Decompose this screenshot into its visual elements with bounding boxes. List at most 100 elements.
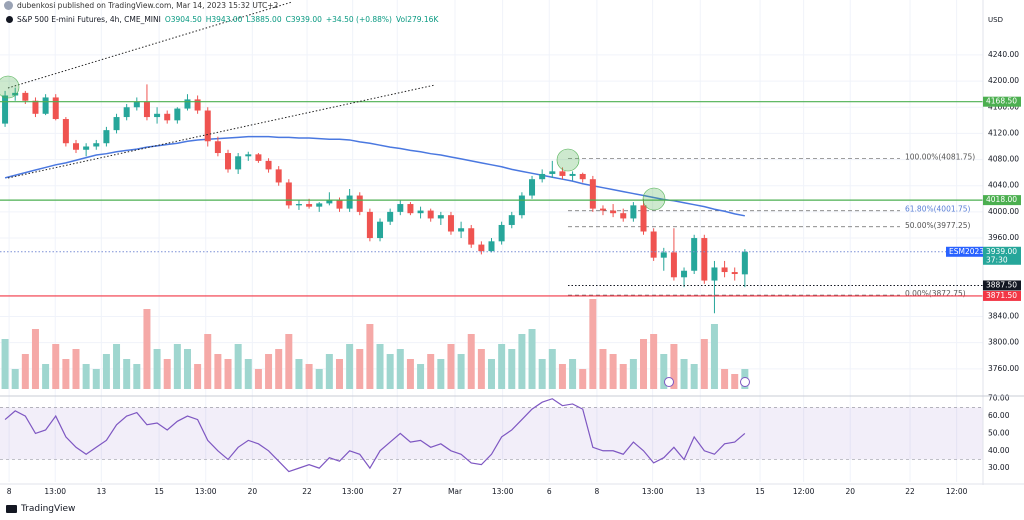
volume-bar [285, 334, 293, 389]
volume-bar [133, 364, 141, 389]
candle-body [630, 205, 637, 219]
volume-bar [11, 369, 19, 389]
price-label: 4018.00 [986, 195, 1017, 204]
volume-bar [477, 349, 485, 389]
candle-body [154, 113, 161, 118]
candle-body [681, 270, 688, 278]
volume-bar [92, 369, 100, 389]
candle-body [194, 99, 201, 111]
y-tick-label: 4120.00 [988, 128, 1019, 137]
candle-body [427, 210, 434, 219]
candle-body [346, 195, 353, 209]
candle-body [721, 267, 728, 273]
volume-bar [72, 349, 80, 389]
volume-bar [204, 334, 212, 389]
x-tick-label: 13:00 [342, 487, 364, 496]
event-icon[interactable] [664, 377, 674, 387]
volume-bar [244, 359, 252, 389]
candle-body [417, 210, 424, 214]
fib-label: 50.00%(3977.25) [905, 221, 971, 230]
y-tick-label: 3960.00 [988, 233, 1019, 242]
volume-bar [305, 364, 313, 389]
y-tick-label: 4240.00 [988, 50, 1019, 59]
x-tick-label: 13:00 [492, 487, 514, 496]
rsi-tick-label: 40.00 [988, 446, 1010, 455]
candle-body [518, 195, 525, 216]
volume-bar [467, 334, 475, 389]
price-pane: 100.00%(4081.75) 61.80%(4001.75) 50.00%(39… [0, 84, 983, 314]
volume-bar [558, 364, 566, 389]
volume-bar [710, 324, 718, 389]
symbol-label: ESM2023 [949, 247, 984, 256]
volume-bar [528, 329, 536, 389]
x-tick-label: 27 [392, 487, 402, 496]
candle-body [437, 215, 444, 219]
candle-body [2, 95, 9, 124]
candle-body [670, 252, 677, 278]
candle-body [447, 215, 454, 232]
candle-body [306, 204, 313, 207]
candle-body [62, 119, 69, 144]
volume-bar [437, 359, 445, 389]
volume-bar [721, 369, 729, 389]
candle-body [377, 221, 384, 239]
y-tick-label: 3760.00 [988, 364, 1019, 373]
volume-bar [356, 349, 364, 389]
price-label-box [983, 195, 1021, 206]
candle-body [539, 173, 546, 180]
volume-bar [265, 354, 273, 389]
candle-body [366, 211, 373, 239]
candle-body [620, 213, 627, 219]
volume-bar [113, 344, 121, 389]
candle-body [640, 205, 647, 232]
countdown: 37:30 [986, 255, 1008, 264]
volume-bar [589, 299, 597, 389]
event-icon[interactable] [740, 377, 750, 387]
volume-bar [21, 354, 29, 389]
grid [0, 0, 983, 482]
volume-bar [427, 354, 435, 389]
volume-bar [518, 334, 526, 389]
fib-label: 61.80%(4001.75) [905, 205, 971, 214]
rsi-tick-label: 30.00 [988, 463, 1010, 472]
trend-line [7, 84, 436, 179]
candle-body [22, 92, 29, 101]
candle-body [559, 171, 566, 176]
candle-body [326, 200, 333, 204]
volume-pane [1, 299, 749, 389]
candle-body [225, 153, 232, 170]
candle-body [143, 102, 150, 118]
candle-body [387, 211, 394, 222]
rsi-tick-label: 70.00 [988, 394, 1010, 403]
x-tick-label: 22 [905, 487, 915, 496]
fib-label: 100.00%(4081.75) [905, 152, 975, 161]
candle-body [93, 143, 100, 147]
x-tick-label: 6 [547, 487, 552, 496]
volume-bar [295, 359, 303, 389]
y-tick-label: 3800.00 [988, 338, 1019, 347]
candle-body [52, 97, 59, 120]
volume-bar [102, 354, 110, 389]
candle-body [397, 204, 404, 212]
rsi-band [0, 407, 983, 460]
symbol-label-box [946, 246, 983, 257]
volume-bar [447, 344, 455, 389]
candle-body [599, 208, 606, 211]
price-label: 3871.50 [986, 291, 1017, 300]
x-tick-label: 15 [755, 487, 765, 496]
candle-body [691, 238, 698, 271]
published-note: dubenkosi published on TradingView.com, … [17, 1, 279, 10]
volume-bar [690, 364, 698, 389]
candle-body [103, 130, 110, 144]
rsi-line [4, 398, 746, 473]
candle-body [468, 228, 475, 245]
volume-bar [629, 359, 637, 389]
x-tick-label: 12:00 [793, 487, 815, 496]
volume-bar [153, 349, 161, 389]
volume-bar [183, 349, 191, 389]
highlight-circle [556, 148, 580, 172]
volume-bar [234, 344, 242, 389]
symbol-icon [6, 16, 13, 23]
volume-bar [579, 369, 587, 389]
volume-bar [640, 339, 648, 389]
